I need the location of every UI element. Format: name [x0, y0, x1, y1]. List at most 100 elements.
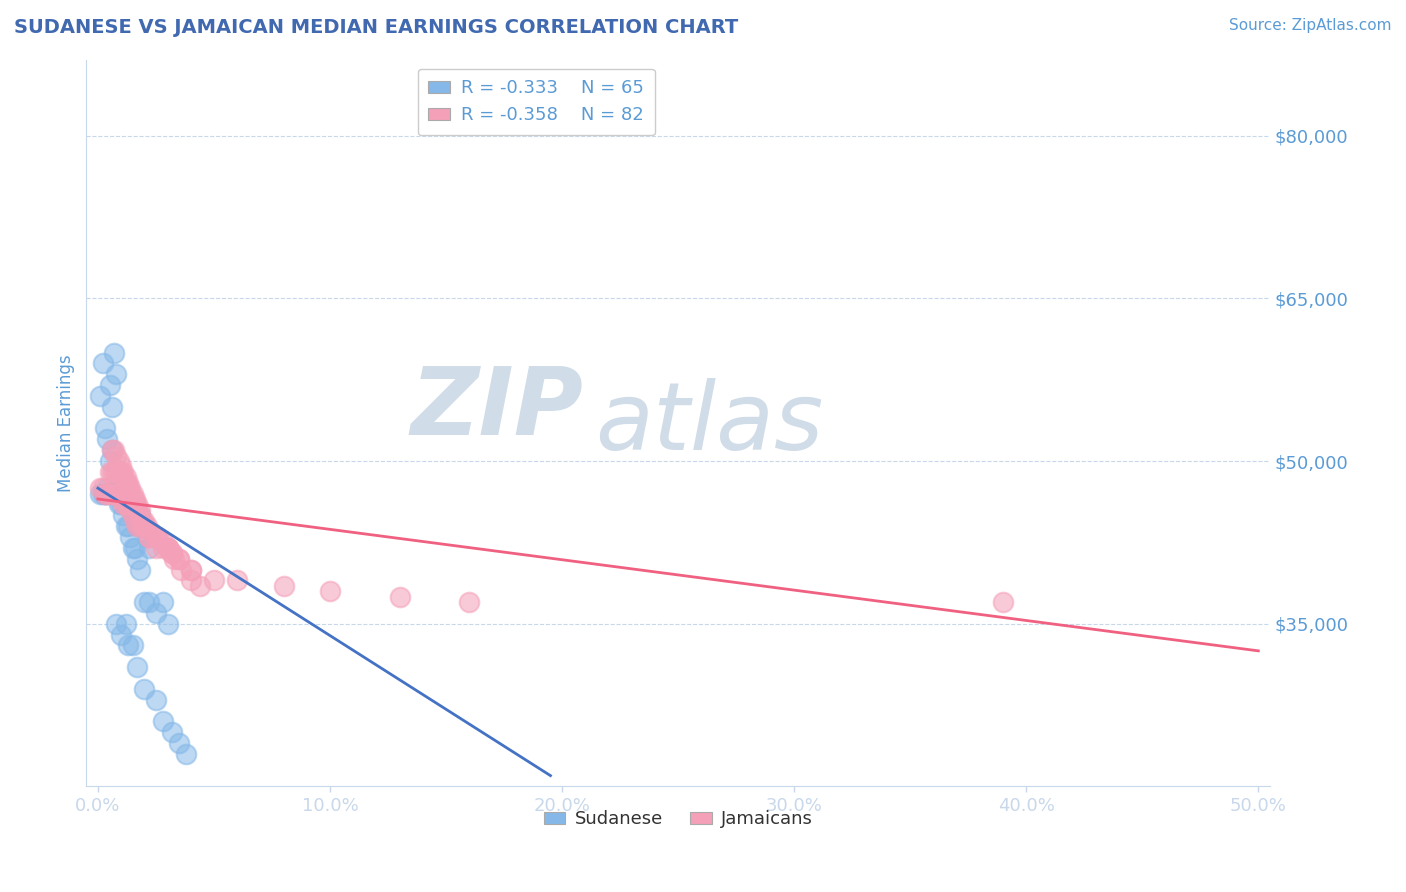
- Point: [131, 519, 153, 533]
- Point: [112, 508, 135, 523]
- Point: [117, 475, 139, 490]
- Point: [98, 486, 121, 500]
- Point: [117, 497, 139, 511]
- Point: [105, 465, 128, 479]
- Point: [94, 421, 117, 435]
- Point: [117, 481, 139, 495]
- Point: [188, 579, 211, 593]
- Point: [152, 714, 174, 729]
- Point: [114, 616, 136, 631]
- Point: [110, 497, 132, 511]
- Point: [135, 519, 157, 533]
- Text: Source: ZipAtlas.com: Source: ZipAtlas.com: [1229, 18, 1392, 33]
- Point: [174, 747, 197, 761]
- Legend: Sudanese, Jamaicans: Sudanese, Jamaicans: [537, 803, 820, 836]
- Point: [138, 595, 160, 609]
- Point: [112, 486, 135, 500]
- Point: [103, 465, 125, 479]
- Point: [226, 574, 249, 588]
- Point: [110, 491, 132, 506]
- Point: [152, 535, 174, 549]
- Point: [110, 465, 132, 479]
- Point: [124, 514, 146, 528]
- Point: [91, 356, 114, 370]
- Point: [98, 454, 121, 468]
- Point: [91, 486, 114, 500]
- Point: [112, 497, 135, 511]
- Point: [105, 368, 128, 382]
- Point: [98, 465, 121, 479]
- Point: [127, 660, 149, 674]
- Point: [110, 475, 132, 490]
- Point: [107, 475, 129, 490]
- Point: [138, 541, 160, 555]
- Point: [145, 541, 167, 555]
- Point: [121, 486, 143, 500]
- Text: atlas: atlas: [595, 377, 824, 468]
- Point: [145, 606, 167, 620]
- Point: [120, 503, 142, 517]
- Point: [96, 481, 118, 495]
- Point: [114, 519, 136, 533]
- Point: [152, 541, 174, 555]
- Point: [103, 443, 125, 458]
- Point: [101, 486, 124, 500]
- Point: [117, 519, 139, 533]
- Point: [107, 497, 129, 511]
- Y-axis label: Median Earnings: Median Earnings: [58, 354, 75, 491]
- Point: [127, 551, 149, 566]
- Point: [114, 486, 136, 500]
- Point: [107, 486, 129, 500]
- Point: [152, 595, 174, 609]
- Point: [98, 378, 121, 392]
- Point: [112, 465, 135, 479]
- Point: [127, 519, 149, 533]
- Point: [145, 530, 167, 544]
- Point: [89, 481, 111, 495]
- Point: [91, 481, 114, 495]
- Point: [105, 449, 128, 463]
- Point: [105, 486, 128, 500]
- Point: [101, 443, 124, 458]
- Point: [96, 433, 118, 447]
- Text: SUDANESE VS JAMAICAN MEDIAN EARNINGS CORRELATION CHART: SUDANESE VS JAMAICAN MEDIAN EARNINGS COR…: [14, 18, 738, 37]
- Point: [124, 497, 146, 511]
- Point: [89, 389, 111, 403]
- Point: [117, 497, 139, 511]
- Point: [101, 465, 124, 479]
- Point: [156, 541, 179, 555]
- Point: [107, 465, 129, 479]
- Point: [101, 400, 124, 414]
- Point: [110, 486, 132, 500]
- Point: [180, 574, 202, 588]
- Point: [388, 590, 411, 604]
- Point: [94, 486, 117, 500]
- Point: [134, 514, 156, 528]
- Point: [273, 579, 295, 593]
- Point: [167, 736, 190, 750]
- Point: [127, 497, 149, 511]
- Point: [124, 497, 146, 511]
- Point: [160, 546, 183, 560]
- Point: [458, 595, 481, 609]
- Point: [121, 491, 143, 506]
- Point: [160, 546, 183, 560]
- Point: [180, 562, 202, 576]
- Point: [112, 470, 135, 484]
- Point: [148, 530, 170, 544]
- Point: [110, 627, 132, 641]
- Point: [101, 443, 124, 458]
- Point: [138, 530, 160, 544]
- Point: [202, 574, 225, 588]
- Point: [120, 481, 142, 495]
- Point: [96, 486, 118, 500]
- Point: [134, 681, 156, 696]
- Point: [103, 486, 125, 500]
- Point: [121, 639, 143, 653]
- Point: [128, 519, 150, 533]
- Point: [103, 345, 125, 359]
- Point: [107, 486, 129, 500]
- Point: [94, 486, 117, 500]
- Point: [114, 475, 136, 490]
- Point: [103, 486, 125, 500]
